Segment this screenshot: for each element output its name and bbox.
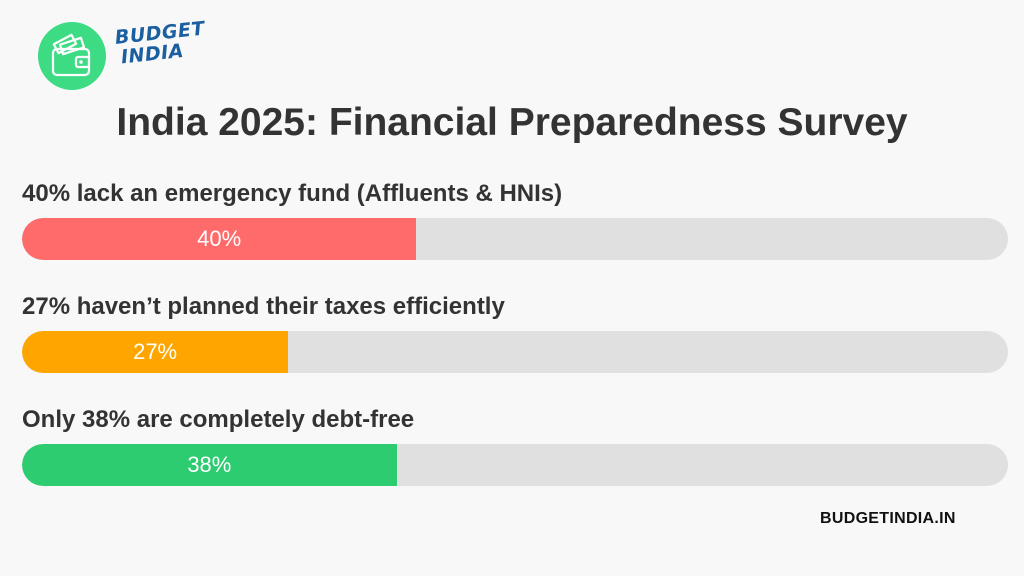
footer-site-url: BUDGETINDIA.IN bbox=[820, 510, 956, 527]
brand-logo: BUDGET INDIA bbox=[38, 18, 208, 92]
metric-tax-planning: 27% haven’t planned their taxes efficien… bbox=[22, 293, 1008, 373]
metric-label: Only 38% are completely debt-free bbox=[22, 406, 415, 433]
wallet-icon bbox=[51, 33, 91, 77]
metric-label: 40% lack an emergency fund (Affluents & … bbox=[22, 180, 563, 207]
metric-label: 27% haven’t planned their taxes efficien… bbox=[22, 293, 505, 320]
bar-track: 38% bbox=[22, 444, 1008, 486]
bar-fill: 27% bbox=[22, 331, 289, 373]
metric-debt-free: Only 38% are completely debt-free 38% bbox=[22, 406, 1008, 486]
bar-track: 40% bbox=[22, 218, 1008, 260]
logo-wordmark: BUDGET INDIA bbox=[114, 18, 208, 69]
bar-fill: 38% bbox=[22, 444, 397, 486]
bar-value-label: 40% bbox=[197, 226, 242, 251]
logo-circle bbox=[38, 22, 106, 90]
metric-emergency-fund: 40% lack an emergency fund (Affluents & … bbox=[22, 180, 1008, 260]
bar-fill: 40% bbox=[22, 218, 417, 260]
page-title: India 2025: Financial Preparedness Surve… bbox=[116, 101, 908, 144]
bar-value-label: 38% bbox=[187, 452, 232, 477]
bar-track: 27% bbox=[22, 331, 1008, 373]
bar-value-label: 27% bbox=[133, 339, 178, 364]
